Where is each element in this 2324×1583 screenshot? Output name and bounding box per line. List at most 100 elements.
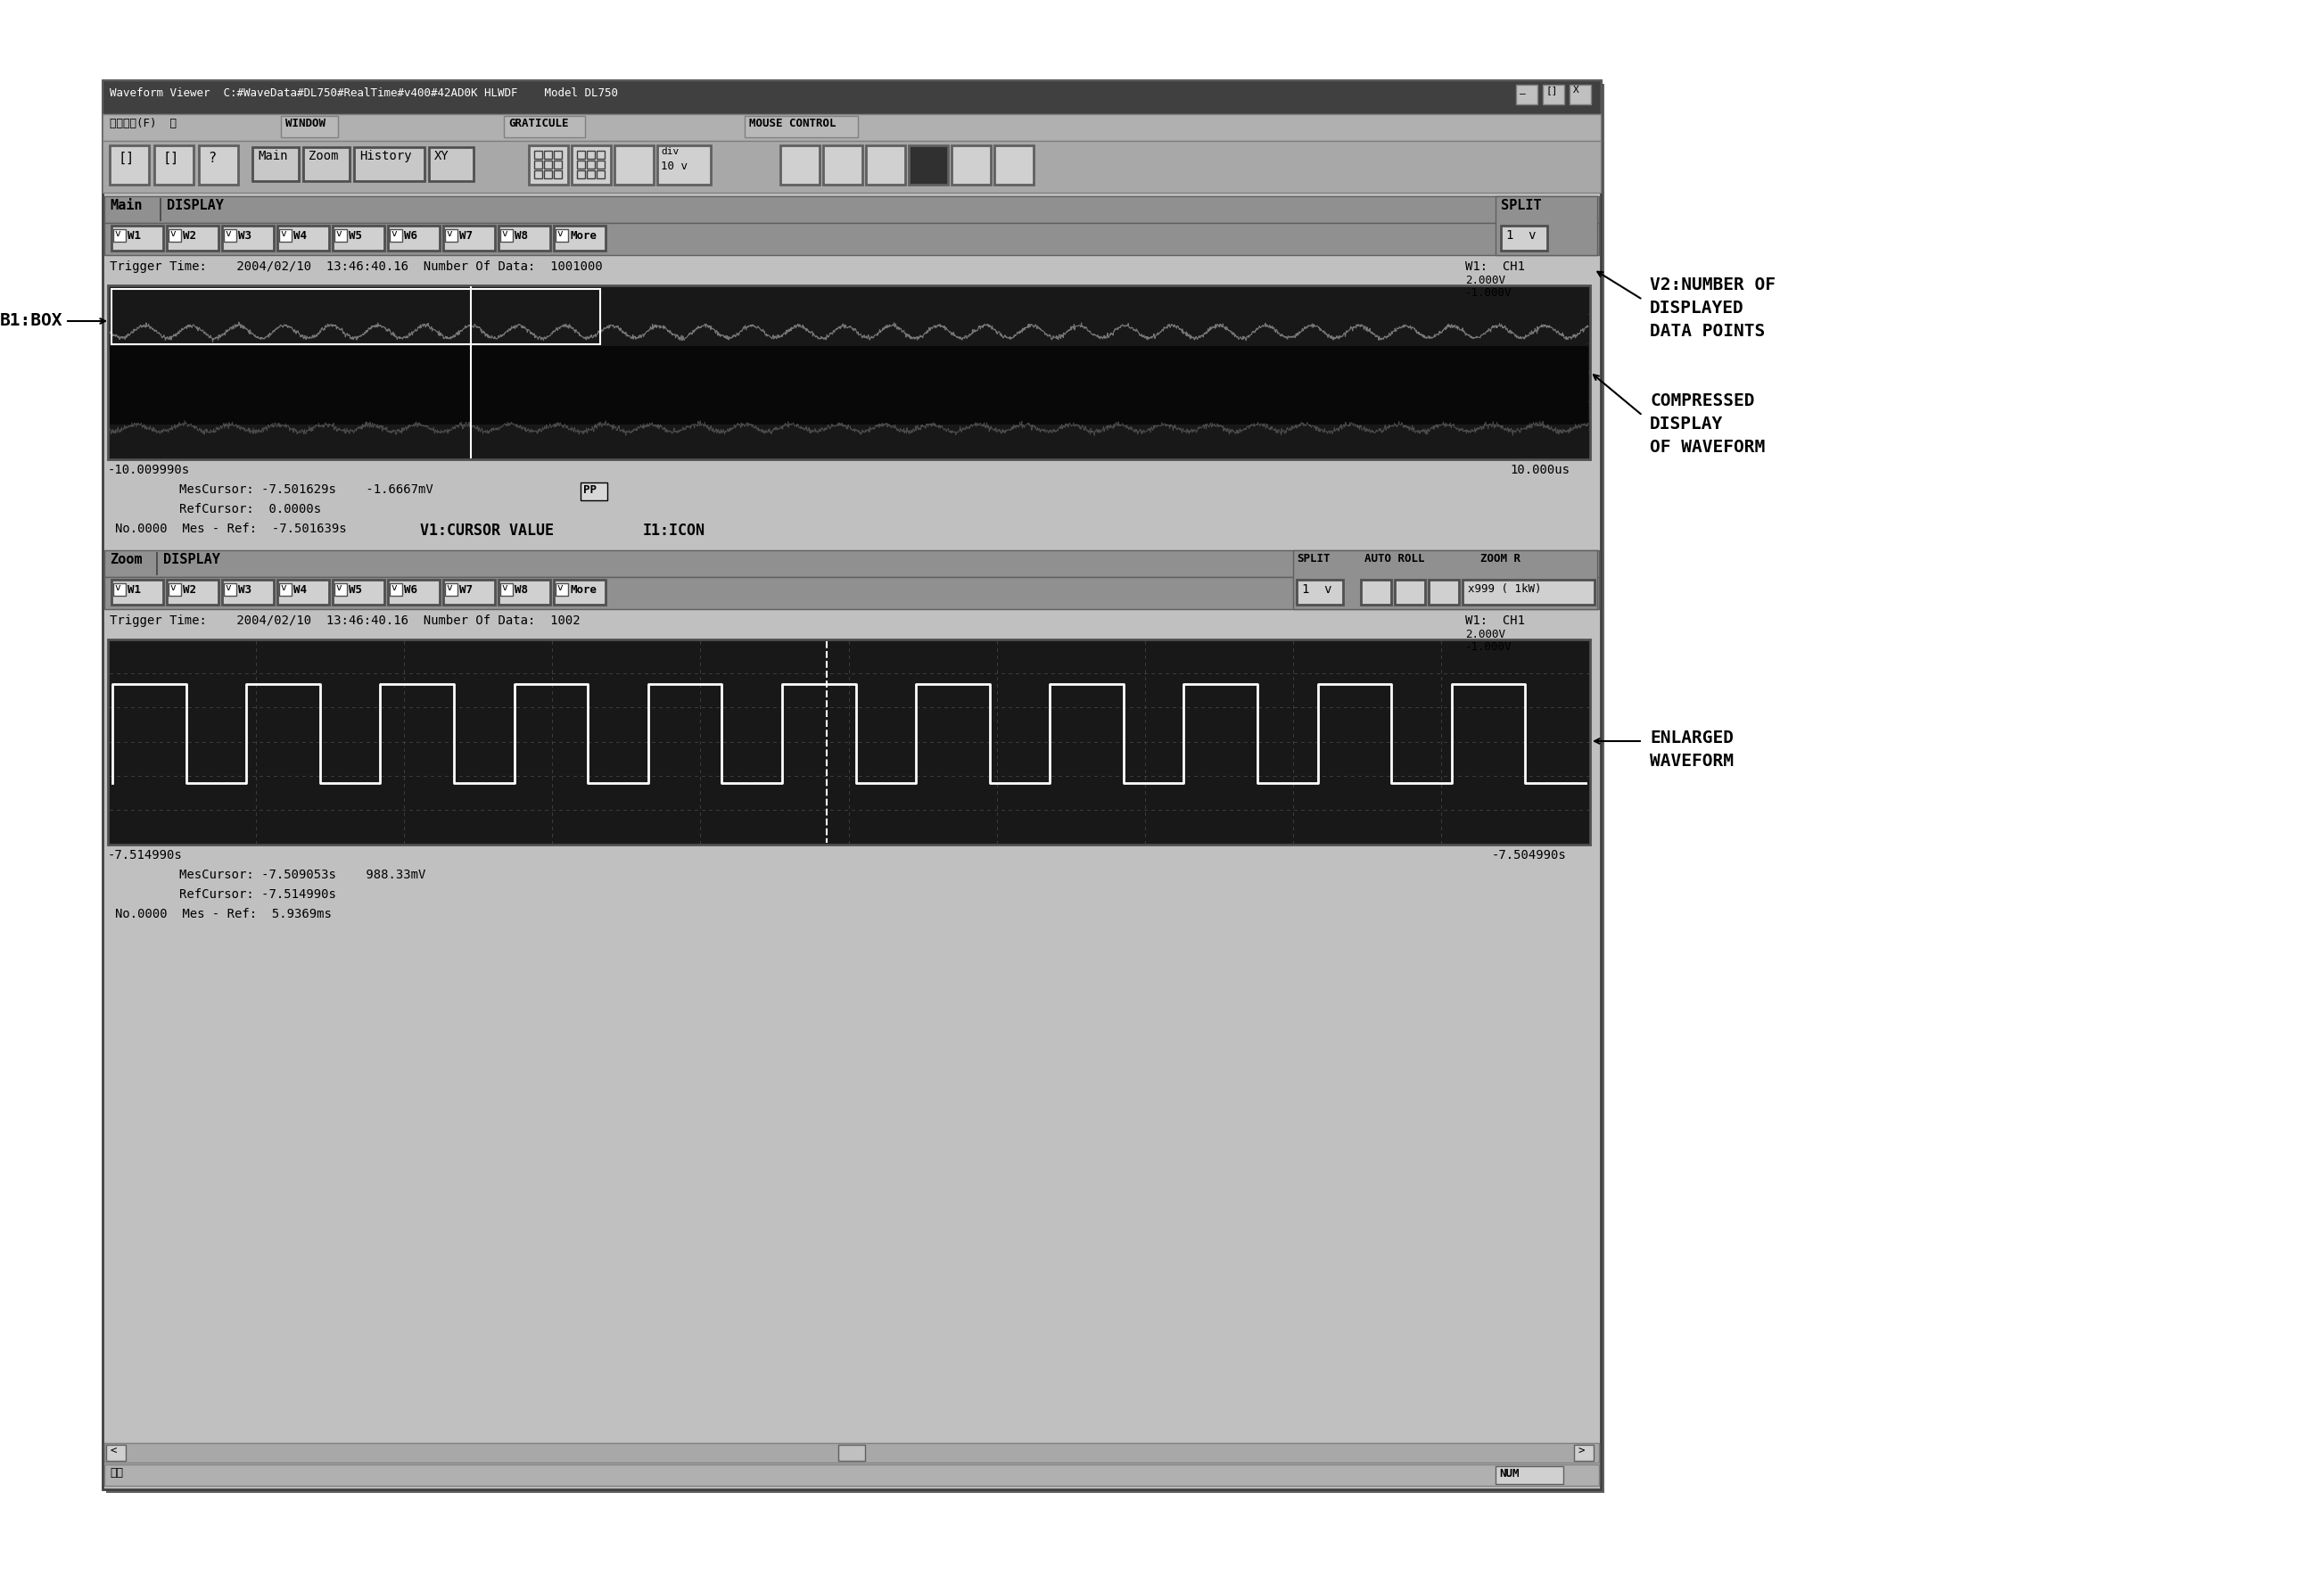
Bar bbox=[107, 1445, 125, 1461]
Text: []: [] bbox=[1545, 85, 1559, 95]
Bar bbox=[105, 1444, 1599, 1463]
Bar bbox=[388, 579, 439, 605]
Bar bbox=[1429, 579, 1459, 605]
Bar bbox=[105, 578, 1599, 609]
Text: OF WAVEFORM: OF WAVEFORM bbox=[1650, 438, 1764, 456]
Bar bbox=[1501, 226, 1548, 250]
Bar bbox=[112, 579, 163, 605]
Text: _: _ bbox=[1520, 85, 1525, 95]
Bar bbox=[1543, 85, 1564, 104]
Text: SPLIT: SPLIT bbox=[1501, 199, 1541, 212]
Bar bbox=[170, 583, 181, 595]
Text: I1:ICON: I1:ICON bbox=[644, 522, 706, 538]
Text: DISPLAYED: DISPLAYED bbox=[1650, 299, 1743, 317]
Text: []: [] bbox=[119, 152, 135, 165]
Bar bbox=[576, 171, 586, 179]
Bar bbox=[555, 230, 567, 242]
Text: []: [] bbox=[163, 152, 179, 165]
Text: W8: W8 bbox=[514, 230, 528, 242]
Text: RefCursor: -7.514990s: RefCursor: -7.514990s bbox=[179, 888, 337, 901]
Text: >: > bbox=[1578, 1445, 1585, 1458]
Bar bbox=[500, 583, 514, 595]
Bar bbox=[1297, 579, 1343, 605]
Text: COMPRESSED: COMPRESSED bbox=[1650, 393, 1755, 410]
Bar bbox=[744, 116, 858, 138]
Bar bbox=[390, 230, 402, 242]
Bar bbox=[535, 150, 541, 158]
Bar bbox=[544, 160, 553, 168]
Bar bbox=[102, 141, 1601, 193]
Bar bbox=[544, 171, 553, 179]
Text: W2: W2 bbox=[184, 230, 195, 242]
Text: DATA POINTS: DATA POINTS bbox=[1650, 323, 1764, 340]
Text: Zoom: Zoom bbox=[309, 150, 339, 163]
Bar bbox=[430, 147, 474, 180]
Text: W7: W7 bbox=[460, 230, 472, 242]
Text: More: More bbox=[569, 584, 597, 595]
Text: W1:  CH1: W1: CH1 bbox=[1464, 261, 1525, 272]
Text: RefCursor:  0.0000s: RefCursor: 0.0000s bbox=[179, 503, 321, 516]
Text: v: v bbox=[279, 230, 286, 237]
Bar bbox=[335, 230, 346, 242]
Bar bbox=[353, 147, 425, 180]
Bar bbox=[909, 146, 948, 185]
Text: W3: W3 bbox=[237, 230, 251, 242]
Bar bbox=[1462, 579, 1594, 605]
Bar bbox=[1573, 1445, 1594, 1461]
Bar bbox=[555, 583, 567, 595]
Bar bbox=[1292, 551, 1597, 609]
Text: More: More bbox=[569, 230, 597, 242]
Bar bbox=[586, 171, 595, 179]
Bar bbox=[444, 230, 458, 242]
Text: No.0000  Mes - Ref:  -7.501639s: No.0000 Mes - Ref: -7.501639s bbox=[116, 522, 346, 535]
Bar bbox=[105, 223, 1599, 255]
Bar bbox=[112, 290, 600, 344]
Bar bbox=[277, 226, 330, 250]
Text: v: v bbox=[170, 583, 174, 592]
Bar bbox=[167, 226, 218, 250]
Text: No.0000  Mes - Ref:  5.9369ms: No.0000 Mes - Ref: 5.9369ms bbox=[116, 909, 332, 920]
Bar bbox=[576, 150, 586, 158]
Bar bbox=[530, 146, 567, 185]
Bar bbox=[614, 146, 653, 185]
Bar bbox=[500, 226, 551, 250]
Bar bbox=[553, 579, 607, 605]
Text: NUM: NUM bbox=[1499, 1467, 1520, 1480]
Bar bbox=[109, 287, 1587, 457]
Bar bbox=[200, 146, 237, 185]
Bar bbox=[332, 226, 383, 250]
Bar bbox=[105, 196, 1599, 223]
Bar bbox=[105, 1464, 1599, 1486]
Bar bbox=[576, 160, 586, 168]
Bar bbox=[867, 146, 904, 185]
Text: ZOOM R: ZOOM R bbox=[1480, 552, 1520, 565]
Text: v: v bbox=[446, 583, 451, 592]
Text: Trigger Time:    2004/02/10  13:46:40.16  Number Of Data:  1001000: Trigger Time: 2004/02/10 13:46:40.16 Num… bbox=[109, 261, 602, 272]
Text: W7: W7 bbox=[460, 584, 472, 595]
Text: Zoom: Zoom bbox=[109, 552, 142, 567]
Text: -1.000V: -1.000V bbox=[1464, 641, 1513, 652]
Bar bbox=[995, 146, 1034, 185]
Bar bbox=[1569, 85, 1592, 104]
Text: W5: W5 bbox=[349, 230, 363, 242]
Text: ?: ? bbox=[207, 152, 216, 165]
Text: レイ: レイ bbox=[109, 1467, 123, 1479]
Text: 1  v: 1 v bbox=[1506, 230, 1536, 242]
Text: Trigger Time:    2004/02/10  13:46:40.16  Number Of Data:  1002: Trigger Time: 2004/02/10 13:46:40.16 Num… bbox=[109, 614, 581, 627]
Bar bbox=[105, 551, 1599, 578]
Bar bbox=[277, 579, 330, 605]
Text: ENLARGED: ENLARGED bbox=[1650, 730, 1734, 747]
Bar bbox=[109, 146, 149, 185]
Text: WAVEFORM: WAVEFORM bbox=[1650, 752, 1734, 769]
Text: v: v bbox=[555, 583, 562, 592]
Bar bbox=[1497, 196, 1597, 255]
Text: SPLIT: SPLIT bbox=[1297, 552, 1329, 565]
Text: v: v bbox=[390, 230, 397, 237]
Text: W8: W8 bbox=[514, 584, 528, 595]
Text: Main: Main bbox=[258, 150, 288, 163]
Bar bbox=[167, 579, 218, 605]
Bar bbox=[500, 230, 514, 242]
Text: -1.000V: -1.000V bbox=[1464, 287, 1513, 299]
Text: v: v bbox=[502, 583, 507, 592]
Text: PP: PP bbox=[583, 484, 597, 495]
